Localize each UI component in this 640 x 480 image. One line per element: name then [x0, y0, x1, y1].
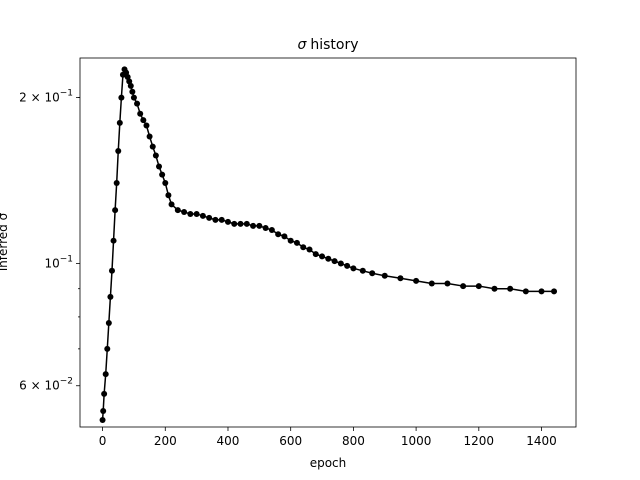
data-point	[129, 88, 136, 95]
chart-title-text: history	[310, 37, 358, 53]
data-point	[325, 255, 332, 262]
data-point	[143, 122, 150, 129]
x-tick-label: 600	[279, 434, 302, 448]
x-tick-label: 200	[154, 434, 177, 448]
data-point	[460, 283, 467, 290]
data-point	[104, 345, 111, 352]
data-point	[112, 207, 119, 214]
data-point	[293, 239, 300, 246]
data-point	[444, 280, 451, 287]
x-axis: 0 200 400 600 800 1000 1200 1400	[99, 427, 557, 448]
data-point	[115, 148, 122, 155]
data-point	[101, 390, 108, 397]
x-tick-label: 1000	[401, 434, 432, 448]
data-point	[193, 210, 200, 217]
data-point	[397, 275, 404, 282]
data-point	[156, 163, 163, 170]
data-point	[127, 82, 134, 89]
plot-area	[79, 57, 577, 428]
data-point	[137, 110, 144, 117]
data-point	[113, 179, 120, 186]
data-point	[152, 152, 159, 159]
data-point	[107, 293, 114, 300]
chart-title-symbol: σ	[297, 37, 307, 53]
data-point	[110, 237, 117, 244]
y-axis: 2 × 10−1 10−1 6 × 10−2	[19, 89, 80, 393]
data-point	[118, 94, 125, 101]
data-point	[337, 260, 344, 267]
y-axis-label: inferred σ	[0, 212, 10, 271]
x-tick-label: 400	[217, 434, 240, 448]
data-point	[350, 265, 357, 272]
data-point	[126, 78, 133, 85]
data-point	[306, 246, 313, 253]
data-point	[551, 288, 558, 295]
data-point	[231, 220, 238, 227]
y-tick-label: 2 × 10−1	[19, 89, 73, 105]
x-tick-label: 1400	[526, 434, 557, 448]
data-point	[312, 251, 319, 258]
data-point	[165, 192, 172, 199]
data-point	[105, 319, 112, 326]
data-point	[250, 222, 257, 229]
data-point	[381, 272, 388, 279]
data-point	[149, 143, 156, 150]
data-point	[102, 371, 109, 378]
data-point	[522, 288, 529, 295]
data-point	[130, 94, 137, 101]
data-point	[162, 179, 169, 186]
data-point	[275, 231, 282, 238]
data-point	[174, 207, 181, 214]
data-point	[116, 119, 123, 126]
y-tick-label: 6 × 10−2	[19, 377, 73, 393]
data-point	[100, 407, 107, 414]
data-point	[237, 220, 244, 227]
data-point	[212, 216, 219, 223]
data-point	[134, 100, 141, 107]
data-point	[99, 416, 106, 423]
data-point	[256, 222, 263, 229]
data-point	[300, 244, 307, 251]
data-point	[268, 227, 275, 234]
data-point	[262, 224, 269, 231]
data-point	[475, 283, 482, 290]
data-point	[187, 210, 194, 217]
data-point	[281, 233, 288, 240]
data-point	[199, 212, 206, 219]
data-point	[224, 218, 231, 225]
x-tick-label: 0	[99, 434, 107, 448]
data-point	[491, 285, 498, 292]
data-point	[159, 171, 166, 178]
x-tick-label: 800	[342, 434, 365, 448]
chart-title: σ history	[297, 37, 358, 53]
data-point	[359, 267, 366, 274]
data-point	[413, 277, 420, 284]
data-point	[287, 237, 294, 244]
data-point	[218, 216, 225, 223]
data-point	[344, 262, 351, 269]
data-point	[428, 280, 435, 287]
series-layer	[99, 66, 558, 423]
data-point	[146, 133, 153, 140]
data-point	[538, 288, 545, 295]
data-point	[181, 209, 188, 216]
x-tick-label: 1200	[464, 434, 495, 448]
data-point	[319, 253, 326, 260]
data-point	[369, 270, 376, 277]
data-point	[206, 214, 213, 221]
data-point	[108, 267, 115, 274]
data-point	[168, 201, 175, 208]
data-point	[507, 285, 514, 292]
x-axis-label: epoch	[310, 456, 347, 470]
data-point	[331, 258, 338, 265]
data-point	[243, 220, 250, 227]
data-point	[140, 117, 147, 124]
axes-frame	[79, 57, 577, 428]
y-tick-label: 10−1	[44, 254, 73, 270]
